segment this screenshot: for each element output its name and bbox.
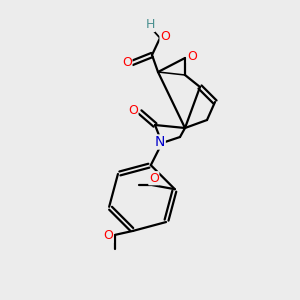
Text: H: H (145, 19, 155, 32)
Text: O: O (103, 229, 113, 242)
Text: O: O (128, 104, 138, 118)
Text: O: O (122, 56, 132, 68)
Text: O: O (149, 172, 159, 185)
Text: O: O (187, 50, 197, 62)
Text: O: O (160, 31, 170, 44)
Text: N: N (155, 135, 165, 149)
